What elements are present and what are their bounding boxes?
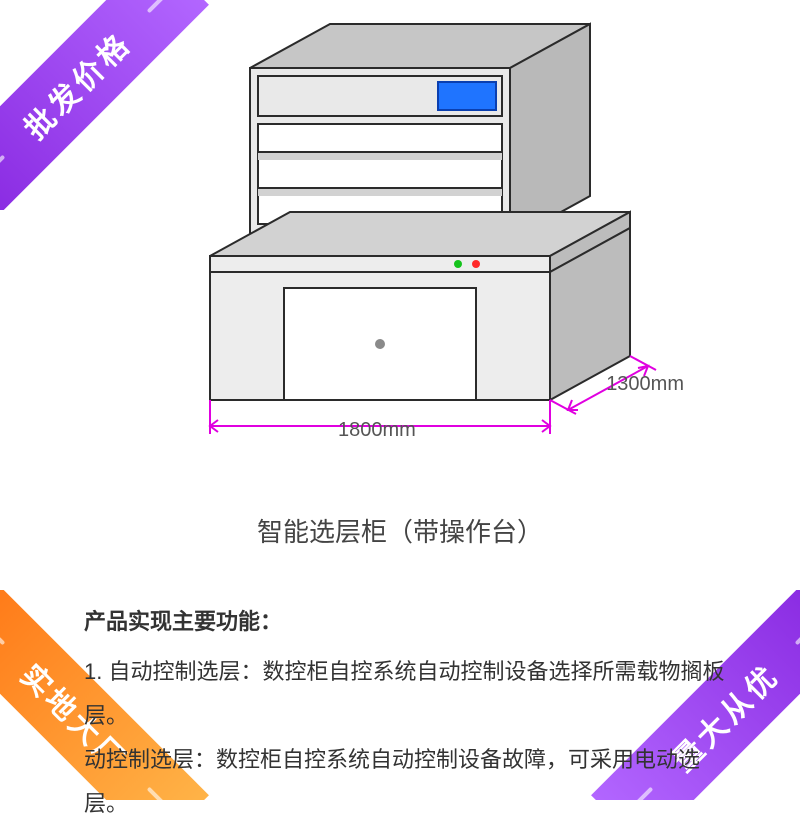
product-diagram: 1800mm 1300mm <box>120 20 680 490</box>
body-text: 产品实现主要功能： 1. 自动控制选层：数控柜自控系统自动控制设备选择所需载物搁… <box>84 600 730 826</box>
features-heading: 产品实现主要功能： <box>84 600 730 644</box>
screen <box>438 82 496 110</box>
led-red-icon <box>472 260 480 268</box>
feature-item-1: 1. 自动控制选层：数控柜自控系统自动控制设备选择所需载物搁板层。 <box>84 650 730 738</box>
diagram-caption: 智能选层柜（带操作台） <box>0 512 800 549</box>
feature-item-2: 动控制选层：数控柜自控系统自动控制设备故障，可采用电动选层。 <box>84 738 730 826</box>
led-green-icon <box>454 260 462 268</box>
cable-hole-icon <box>375 339 385 349</box>
shelf-opening <box>258 124 502 224</box>
dimension-depth-label: 1300mm <box>606 373 684 396</box>
dimension-width-label: 1800mm <box>338 419 416 442</box>
